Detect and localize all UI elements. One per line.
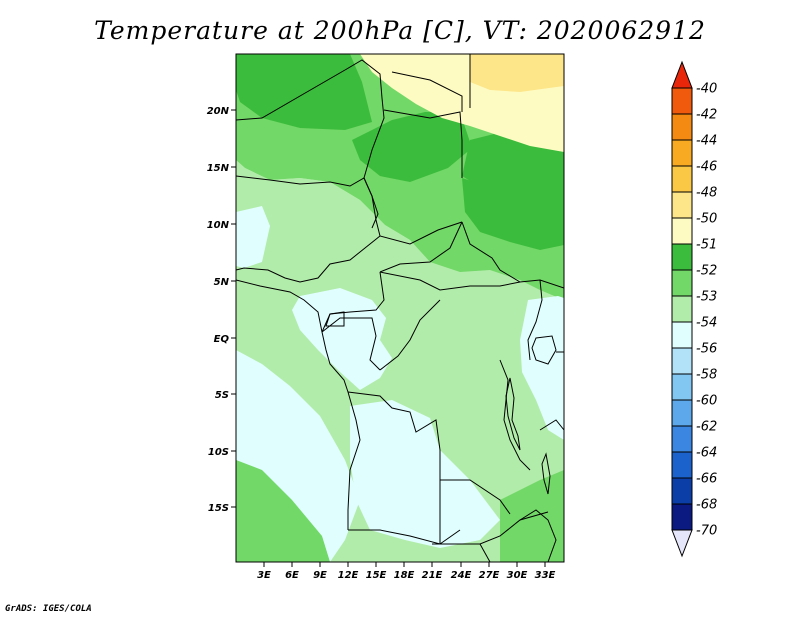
colorbar-cell xyxy=(671,243,693,271)
colorbar-label: -68 xyxy=(696,498,717,513)
map-plot-area xyxy=(236,54,564,562)
colorbar-cell xyxy=(671,139,693,167)
lat-axis xyxy=(231,109,236,508)
colorbar-label: -51 xyxy=(696,238,717,253)
colorbar-cell xyxy=(671,87,693,115)
colorbar-cell xyxy=(671,347,693,375)
field-band-light-west xyxy=(236,160,430,270)
colorbar-cell xyxy=(671,217,693,245)
colorbar: -40 -42 -44 -46 -48 -50 -51 -52 -53 -54 -56 -58 -60 -… xyxy=(671,60,717,558)
country-borders xyxy=(236,54,564,562)
grads-credit: GrADS: IGES/COLA xyxy=(5,604,92,614)
lon-label-18e: 18E xyxy=(394,570,415,581)
colorbar-cell xyxy=(671,399,693,427)
colorbar-label: -44 xyxy=(696,134,717,149)
lat-label-15s: 15S xyxy=(208,503,229,514)
colorbar-cell xyxy=(671,113,693,141)
field-patch-cyan-south xyxy=(350,400,500,548)
lon-label-30e: 30E xyxy=(507,570,528,581)
lon-label-6e: 6E xyxy=(285,570,299,581)
colorbar-label: -50 xyxy=(696,212,717,227)
colorbar-label: -66 xyxy=(696,472,717,487)
field-patch-darkgreen-east xyxy=(462,178,564,250)
colorbar-over-arrow xyxy=(671,60,693,89)
colorbar-cell xyxy=(671,295,693,323)
field-patch-cyan-east xyxy=(520,296,564,440)
colorbar-label: -58 xyxy=(696,368,717,383)
field-patch-darkgreen-nw xyxy=(236,54,372,130)
field-strip-green-south xyxy=(236,460,330,562)
colorbar-label: -54 xyxy=(696,316,717,331)
lat-label-10n: 10N xyxy=(207,220,230,231)
field-patch-darkgreen-center xyxy=(352,112,472,182)
lat-label-15n: 15N xyxy=(207,163,230,174)
lat-label-5s: 5S xyxy=(215,390,229,401)
lon-label-27e: 27E xyxy=(479,570,500,581)
colorbar-label: -56 xyxy=(696,342,717,357)
lat-label-eq: EQ xyxy=(214,334,230,345)
lon-axis xyxy=(263,562,546,567)
colorbar-cell xyxy=(671,269,693,297)
colorbar-label: -70 xyxy=(696,524,717,539)
colorbar-cell xyxy=(671,321,693,349)
lon-label-15e: 15E xyxy=(366,570,387,581)
map-frame xyxy=(235,53,565,563)
lat-label-20n: 20N xyxy=(207,106,230,117)
colorbar-label: -40 xyxy=(696,82,717,97)
lon-label-24e: 24E xyxy=(451,570,472,581)
lon-label-9e: 9E xyxy=(313,570,327,581)
field-patch-cyan-center xyxy=(292,288,392,390)
lon-label-3e: 3E xyxy=(257,570,271,581)
colorbar-label: -53 xyxy=(696,290,717,305)
colorbar-label: -62 xyxy=(696,420,717,435)
lon-label-12e: 12E xyxy=(338,570,359,581)
lake-malawi xyxy=(541,452,551,495)
lat-label-5n: 5N xyxy=(214,277,230,288)
colorbar-cell xyxy=(671,503,693,531)
lon-label-21e: 21E xyxy=(422,570,443,581)
colorbar-label: -64 xyxy=(696,446,717,461)
colorbar-cell xyxy=(671,165,693,193)
colorbar-label: -48 xyxy=(696,186,717,201)
colorbar-cell xyxy=(671,373,693,401)
field-patch-cyan-west xyxy=(236,206,270,268)
map-title: Temperature at 200hPa [C], VT: 202006291… xyxy=(94,16,706,45)
colorbar-cell xyxy=(671,425,693,453)
lake-victoria xyxy=(531,335,557,365)
colorbar-cell xyxy=(671,191,693,219)
field-patch-yellow-ne xyxy=(470,54,564,92)
colorbar-label: -46 xyxy=(696,160,717,175)
colorbar-label: -60 xyxy=(696,394,717,409)
colorbar-label: -42 xyxy=(696,108,717,123)
lat-label-10s: 10S xyxy=(208,447,229,458)
colorbar-cell xyxy=(671,477,693,505)
lon-label-33e: 33E xyxy=(535,570,556,581)
colorbar-cell xyxy=(671,451,693,479)
colorbar-label: -52 xyxy=(696,264,717,279)
lake-tanganyika xyxy=(505,377,521,451)
colorbar-under-arrow xyxy=(671,529,693,558)
